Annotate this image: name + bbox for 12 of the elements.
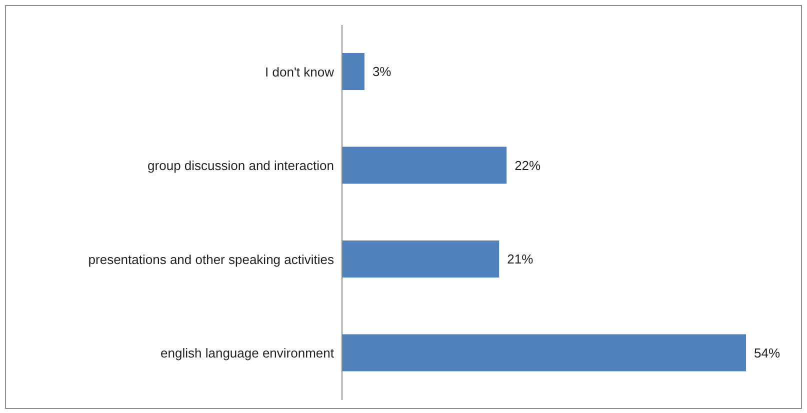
bar [342,240,500,278]
bar [342,334,746,372]
data-label: 22% [514,158,542,173]
y-tick-label: I don't know [265,64,335,80]
data-label: 54% [754,345,780,360]
y-tick-label: group discussion and interaction [148,158,334,174]
data-label: 3% [372,64,392,80]
data-label: 21% [507,252,534,267]
bar [342,146,507,184]
y-tick-label: english language environment [160,346,334,361]
y-tick-label: presentations and other speaking activities [88,252,334,267]
bar [342,53,364,90]
